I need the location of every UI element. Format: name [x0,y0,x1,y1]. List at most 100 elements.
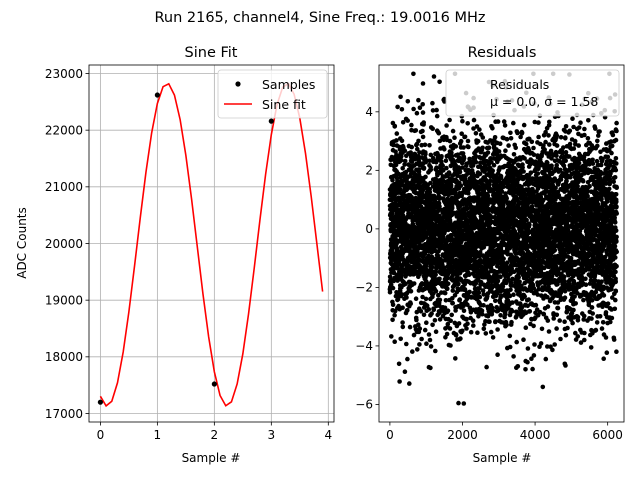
residual-point [434,165,439,170]
residual-point [453,356,458,361]
residual-point [428,152,434,158]
residual-point [458,183,464,188]
residual-point [488,266,494,271]
residual-point [420,81,426,86]
residual-point [536,286,541,292]
residual-point [436,292,441,298]
residual-point [511,152,517,157]
residual-point [549,163,554,168]
residual-point [468,329,474,335]
residual-point [504,260,510,266]
residual-point [480,145,485,151]
residual-point [481,326,487,332]
residual-point [423,158,429,163]
residual-point [428,344,434,349]
residual-point [433,288,439,294]
residual-point [417,105,423,110]
residual-point [432,318,438,323]
residual-point [426,332,432,337]
residual-point [394,131,400,136]
residual-point [492,135,498,140]
residual-point [390,317,395,323]
residual-point [413,128,419,133]
residual-point [460,328,465,334]
residual-point [507,293,513,299]
residual-point [501,119,507,124]
residual-point [414,317,419,323]
residual-point [495,119,501,124]
residual-point [528,170,534,175]
residual-point [477,171,483,177]
residual-point [561,163,567,168]
legend-sine-fit-label: Sine fit [262,97,306,112]
residual-point [490,126,495,131]
residual-point [407,324,413,330]
residual-point [560,171,566,176]
residual-point [392,339,398,345]
residual-point [509,319,514,325]
residual-point [416,169,422,175]
residual-point [529,356,534,362]
residual-point [400,320,405,325]
residual-point [545,304,551,309]
residual-point [552,248,558,253]
residual-point [420,294,425,300]
residual-point [427,189,433,195]
residual-point [506,143,511,148]
sine-fit-x-tick-label: 2 [211,428,219,442]
residual-point [554,312,560,318]
residual-point [458,138,464,144]
residual-point [483,331,489,336]
residual-point [488,329,494,335]
residual-point [511,201,517,206]
residual-point [427,143,432,148]
residual-point [449,153,455,159]
residual-point [551,316,556,321]
residual-point [466,272,472,278]
residual-point [516,275,521,280]
residual-point [551,312,556,318]
residual-point [476,290,482,296]
residual-point [552,342,557,347]
residual-point [466,167,471,173]
residual-point [434,113,440,119]
residual-point [461,155,467,161]
residual-point [400,120,406,125]
residual-point [437,297,443,303]
residual-point [405,308,410,313]
residual-point [465,171,470,176]
residual-point [529,139,535,145]
residual-point [498,274,503,280]
residual-point [465,321,470,327]
sample-point [97,399,103,405]
residual-point [466,144,471,150]
residual-point [541,143,546,148]
residual-point [440,163,446,168]
residual-point [508,130,513,136]
residual-point [422,209,428,215]
residual-point [504,196,509,201]
residual-point [518,134,523,140]
residual-point [473,159,479,165]
residual-point [547,239,552,245]
residual-point [467,289,472,295]
residual-point [477,294,483,300]
residual-point [444,123,449,128]
residual-point [445,308,451,314]
residual-point [399,272,404,278]
residual-point [409,144,415,150]
residual-point [553,149,559,155]
residual-point [557,256,562,262]
residual-point [415,347,420,352]
residual-point [418,309,424,314]
residual-point [531,152,537,157]
residual-point [562,295,568,301]
residual-point [402,158,408,164]
residual-point [503,311,508,317]
residual-point [471,126,476,131]
residual-point [415,146,420,152]
residual-point [453,144,459,149]
residual-point [477,127,482,132]
residual-point [519,130,525,136]
residual-point [392,312,397,318]
